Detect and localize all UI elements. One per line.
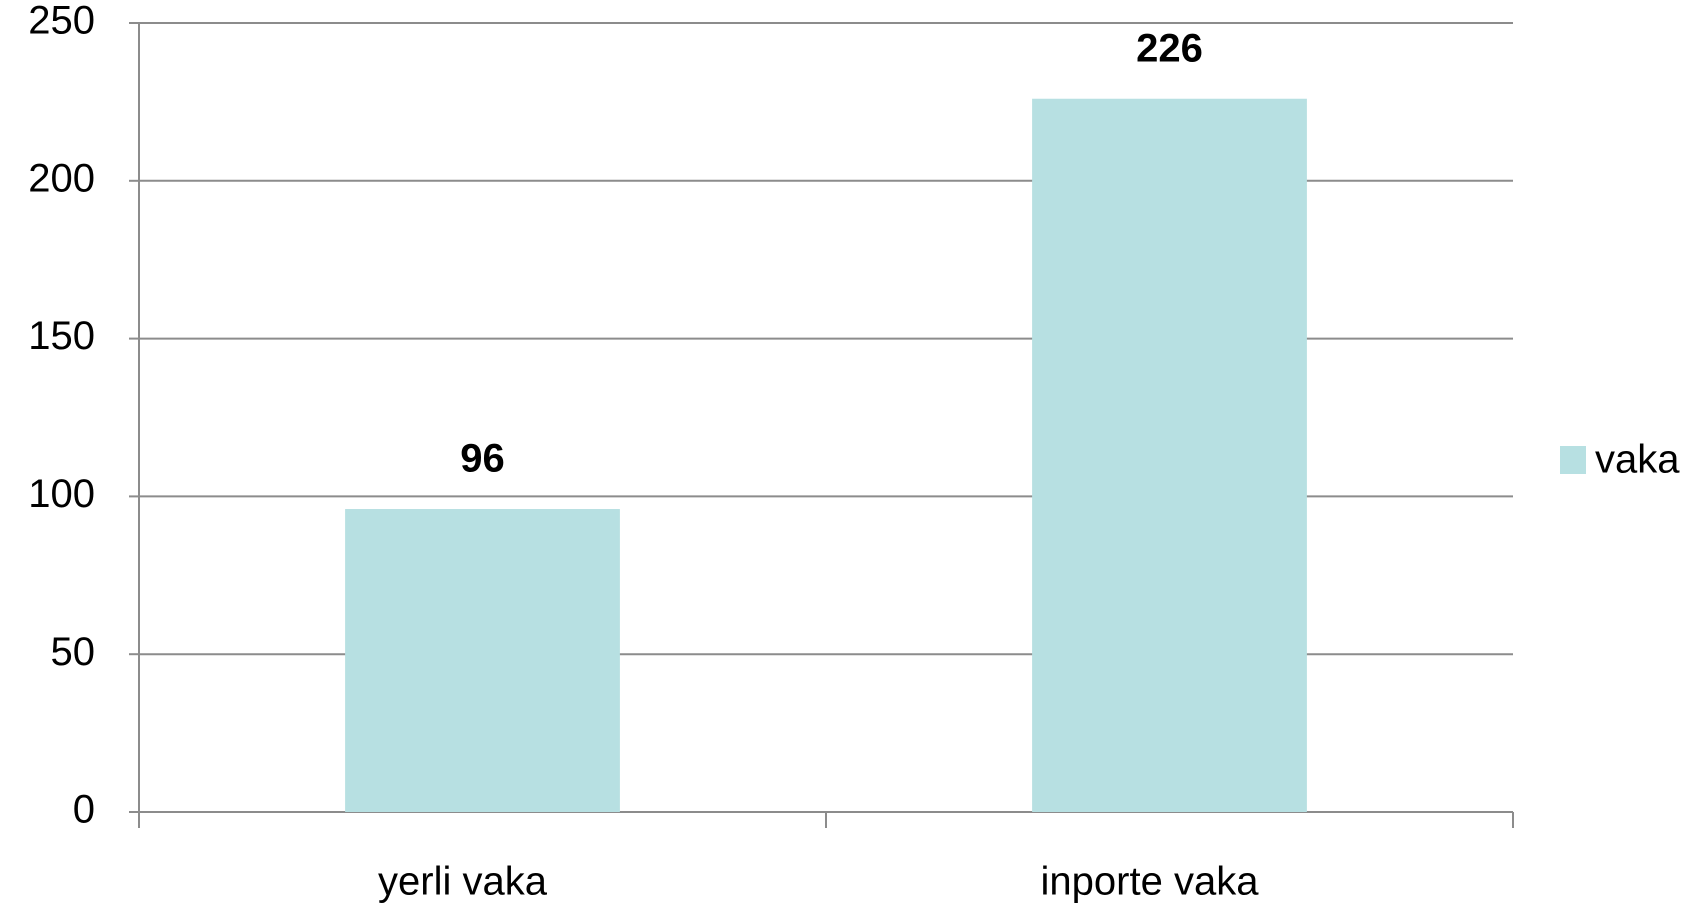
x-tick-label: yerli vaka	[378, 860, 548, 904]
legend-swatch	[1560, 446, 1586, 474]
bar	[1032, 98, 1307, 812]
y-tick-label: 200	[28, 156, 95, 200]
y-tick-label: 250	[28, 0, 95, 43]
legend-label: vaka	[1595, 438, 1680, 482]
y-tick-label: 50	[51, 630, 96, 674]
y-tick-label: 100	[28, 472, 95, 516]
data-label-background	[1127, 26, 1212, 75]
y-tick-label: 0	[73, 788, 95, 832]
y-tick-label: 150	[28, 314, 95, 358]
x-tick-label: inporte vaka	[1041, 860, 1260, 904]
bar	[345, 509, 620, 812]
data-label-background	[440, 437, 525, 486]
data-label: 96	[460, 437, 505, 481]
data-label: 226	[1136, 26, 1203, 70]
